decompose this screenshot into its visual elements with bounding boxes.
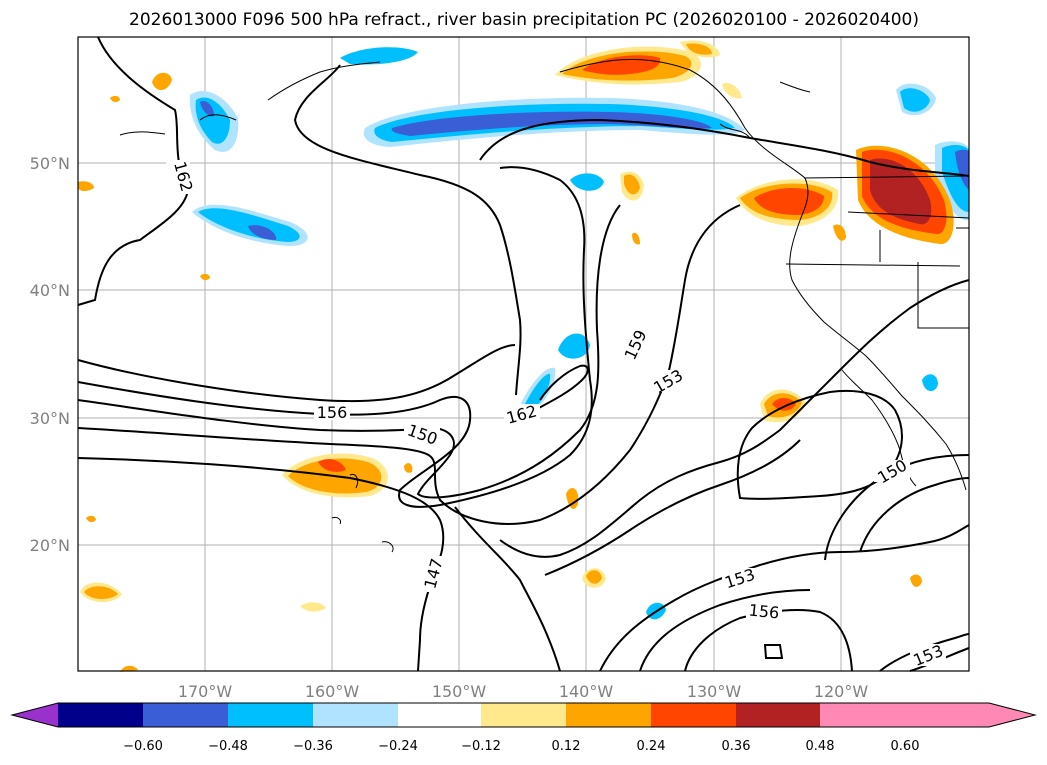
contour-label-156-west: 156 <box>317 403 348 422</box>
colorbar-segment <box>398 703 481 727</box>
colorbar-tick-label: 0.24 <box>637 739 666 754</box>
lon-label: 140°W <box>559 682 614 701</box>
graticule <box>78 37 969 671</box>
lon-label: 170°W <box>178 682 233 701</box>
colorbar-tick-label: −0.12 <box>461 739 501 754</box>
lon-label: 160°W <box>305 682 360 701</box>
colorbar-segment <box>143 703 228 727</box>
colorbar-tick-label: −0.24 <box>378 739 418 754</box>
colorbar-segment <box>313 703 398 727</box>
map-frame <box>77 36 970 672</box>
colorbar-segment <box>481 703 566 727</box>
colorbar-tick-label: 0.36 <box>722 739 751 754</box>
lat-label: 30°N <box>30 409 70 428</box>
longitude-axis-labels: 170°W 160°W 150°W 140°W 130°W 120°W <box>178 682 869 701</box>
colorbar-outline <box>10 702 1037 728</box>
latitude-axis-labels: 50°N 40°N 30°N 20°N <box>30 154 70 555</box>
contour-label-156-south: 156 <box>748 600 780 622</box>
colorbar-segment <box>905 703 989 727</box>
colorbar-segment <box>58 703 143 727</box>
colorbar-tick-label: −0.60 <box>123 739 163 754</box>
colorbar-segment <box>228 703 313 727</box>
colorbar-extend-high <box>989 703 1035 727</box>
lat-label: 20°N <box>30 536 70 555</box>
colorbar-segment <box>566 703 651 727</box>
coastlines <box>119 58 970 553</box>
colorbar-tick-label: −0.36 <box>293 739 333 754</box>
colorbar-segment <box>736 703 820 727</box>
negative-patch-central <box>570 173 604 191</box>
colorbar-tick-label: −0.48 <box>208 739 248 754</box>
negative-patch-north-1 <box>340 47 418 65</box>
lon-label: 120°W <box>814 682 869 701</box>
colorbar-tick-label: 0.60 <box>891 739 920 754</box>
figure-title: 2026013000 F096 500 hPa refract., river … <box>129 10 919 30</box>
lon-label: 150°W <box>432 682 487 701</box>
colorbar-segment <box>651 703 736 727</box>
negative-patch-subtropic <box>558 333 590 359</box>
colorbar-segment <box>820 703 905 727</box>
colorbar-extend-low <box>12 703 58 727</box>
colorbar: −0.60 −0.48 −0.36 −0.24 −0.12 0.12 0.24 … <box>10 702 1037 754</box>
lat-label: 50°N <box>30 154 70 173</box>
positive-patch-n1 <box>152 72 172 91</box>
colorbar-tick-label: 0.48 <box>806 739 835 754</box>
colorbar-tick-label: 0.12 <box>552 739 581 754</box>
precip-anomaly-fills <box>78 40 969 672</box>
lat-label: 40°N <box>30 281 70 300</box>
lon-label: 130°W <box>687 682 742 701</box>
